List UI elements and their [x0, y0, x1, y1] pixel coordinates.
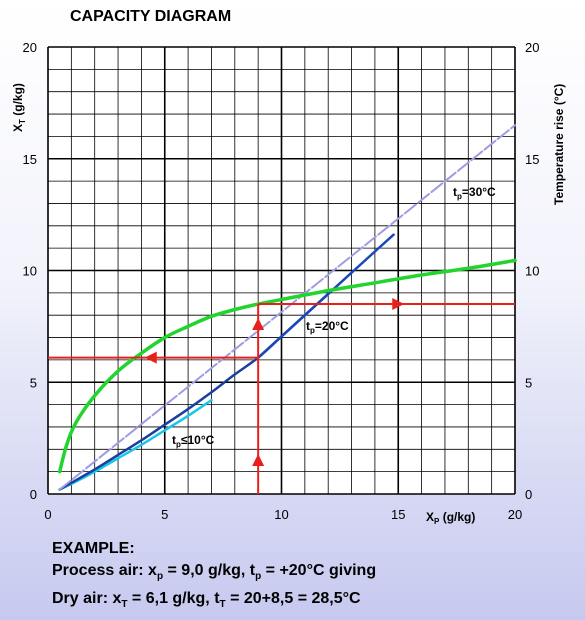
arrow-up-upper — [252, 318, 265, 330]
arrow-right — [392, 298, 405, 311]
y-tick-label-right: 5 — [525, 375, 532, 390]
example-guide-lines — [48, 298, 515, 494]
x-tick-label: 0 — [44, 507, 51, 522]
example-heading: EXAMPLE: — [52, 540, 135, 557]
y-tick-label-left: 20 — [23, 40, 37, 55]
example-box: EXAMPLE: Process air: xp = 9,0 g/kg, tp … — [52, 538, 376, 616]
grid — [47, 46, 516, 495]
y-tick-label-right: 15 — [525, 152, 539, 167]
arrow-left — [144, 351, 157, 364]
y-tick-label-right: 0 — [525, 487, 532, 502]
series-line-4 — [57, 258, 517, 474]
y-tick-label-right: 10 — [525, 264, 539, 279]
x-tick-label: 20 — [508, 507, 522, 522]
curve-label-10c: tp≤10°C — [172, 433, 215, 449]
y-axis-label-left: XT (g/kg) — [11, 83, 27, 132]
y-axis-label-right: Temperature rise (°C) — [552, 84, 566, 205]
x-tick-label: 15 — [391, 507, 405, 522]
example-dry-air: Dry air: xT = 6,1 g/kg, tT = 20+8,5 = 28… — [52, 590, 361, 611]
x-tick-label: 5 — [161, 507, 168, 522]
example-process-air: Process air: xp = 9,0 g/kg, tp = +20°C g… — [52, 562, 377, 583]
arrow-up-lower — [252, 454, 265, 466]
series-lines — [57, 124, 517, 491]
series-line-2 — [256, 233, 395, 359]
chart-title: CAPACITY DIAGRAM — [70, 8, 232, 25]
series-line-3 — [58, 124, 516, 491]
curve-label-20c: tp=20°C — [306, 319, 349, 335]
y-tick-label-right: 20 — [525, 40, 539, 55]
x-axis-label: XP (g/kg) — [426, 510, 475, 526]
y-tick-label-left: 0 — [30, 487, 37, 502]
y-tick-label-left: 10 — [23, 264, 37, 279]
y-tick-label-left: 15 — [23, 152, 37, 167]
x-tick-label: 10 — [274, 507, 288, 522]
y-tick-label-left: 5 — [30, 375, 37, 390]
curve-label-30c: tp=30°C — [453, 185, 496, 201]
